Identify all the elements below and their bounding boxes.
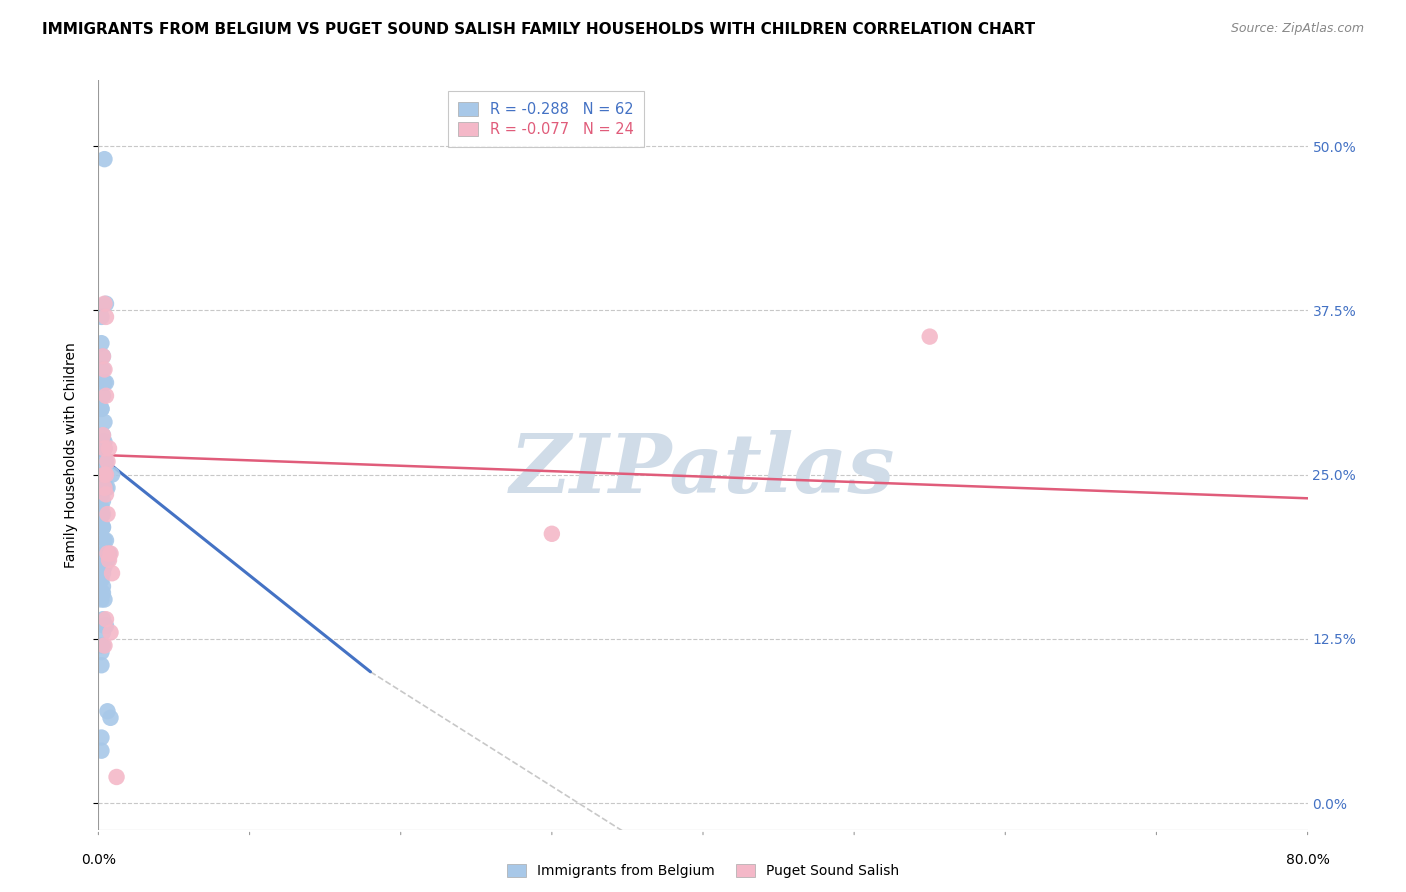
Text: IMMIGRANTS FROM BELGIUM VS PUGET SOUND SALISH FAMILY HOUSEHOLDS WITH CHILDREN CO: IMMIGRANTS FROM BELGIUM VS PUGET SOUND S… — [42, 22, 1035, 37]
Point — [91, 389, 114, 403]
Point — [93, 592, 115, 607]
Point — [91, 547, 114, 561]
Point — [90, 731, 112, 745]
Point — [91, 586, 114, 600]
Point — [93, 619, 115, 633]
Point — [93, 547, 115, 561]
Point — [93, 639, 115, 653]
Point — [93, 533, 115, 548]
Point — [91, 428, 114, 442]
Point — [94, 467, 117, 482]
Point — [93, 467, 115, 482]
Point — [96, 704, 118, 718]
Point — [91, 639, 114, 653]
Point — [90, 553, 112, 567]
Text: 0.0%: 0.0% — [82, 854, 115, 867]
Text: Source: ZipAtlas.com: Source: ZipAtlas.com — [1230, 22, 1364, 36]
Point — [93, 297, 115, 311]
Legend: Immigrants from Belgium, Puget Sound Salish: Immigrants from Belgium, Puget Sound Sal… — [499, 857, 907, 885]
Point — [91, 467, 114, 482]
Point — [101, 467, 124, 482]
Point — [90, 592, 112, 607]
Point — [91, 434, 114, 449]
Point — [90, 744, 112, 758]
Point — [93, 442, 115, 456]
Point — [93, 152, 115, 166]
Point — [96, 454, 118, 468]
Point — [90, 401, 112, 416]
Point — [90, 645, 112, 659]
Point — [96, 547, 118, 561]
Text: ZIPatlas: ZIPatlas — [510, 430, 896, 510]
Point — [94, 547, 117, 561]
Point — [918, 329, 941, 343]
Legend: R = -0.288   N = 62, R = -0.077   N = 24: R = -0.288 N = 62, R = -0.077 N = 24 — [447, 91, 644, 147]
Point — [91, 362, 114, 376]
Point — [91, 428, 114, 442]
Y-axis label: Family Households with Children: Family Households with Children — [63, 342, 77, 568]
Point — [91, 349, 114, 363]
Point — [93, 481, 115, 495]
Point — [94, 454, 117, 468]
Point — [90, 586, 112, 600]
Point — [94, 481, 117, 495]
Point — [96, 553, 118, 567]
Point — [94, 389, 117, 403]
Point — [94, 533, 117, 548]
Point — [94, 297, 117, 311]
Point — [101, 566, 124, 581]
Point — [93, 442, 115, 456]
Point — [98, 553, 121, 567]
Point — [90, 658, 112, 673]
Point — [100, 625, 122, 640]
Point — [98, 547, 121, 561]
Point — [96, 481, 118, 495]
Point — [98, 442, 121, 456]
Point — [94, 487, 117, 501]
Point — [93, 376, 115, 390]
Point — [100, 711, 122, 725]
Point — [94, 612, 117, 626]
Point — [91, 559, 114, 574]
Point — [93, 467, 115, 482]
Point — [90, 639, 112, 653]
Point — [90, 507, 112, 521]
Point — [93, 415, 115, 429]
Point — [91, 349, 114, 363]
Point — [93, 481, 115, 495]
Point — [91, 579, 114, 593]
Point — [91, 467, 114, 482]
Point — [90, 401, 112, 416]
Point — [90, 573, 112, 587]
Point — [90, 500, 112, 515]
Text: 80.0%: 80.0% — [1285, 854, 1330, 867]
Point — [94, 376, 117, 390]
Point — [93, 434, 115, 449]
Point — [91, 507, 114, 521]
Point — [93, 362, 115, 376]
Point — [100, 547, 122, 561]
Point — [91, 520, 114, 534]
Point — [91, 566, 114, 581]
Point — [94, 310, 117, 324]
Point — [91, 520, 114, 534]
Point — [91, 625, 114, 640]
Point — [93, 454, 115, 468]
Point — [94, 619, 117, 633]
Point — [91, 494, 114, 508]
Point — [90, 310, 112, 324]
Point — [90, 487, 112, 501]
Point — [90, 336, 112, 351]
Point — [93, 559, 115, 574]
Point — [91, 612, 114, 626]
Point — [96, 507, 118, 521]
Point — [540, 526, 562, 541]
Point — [91, 442, 114, 456]
Point — [105, 770, 128, 784]
